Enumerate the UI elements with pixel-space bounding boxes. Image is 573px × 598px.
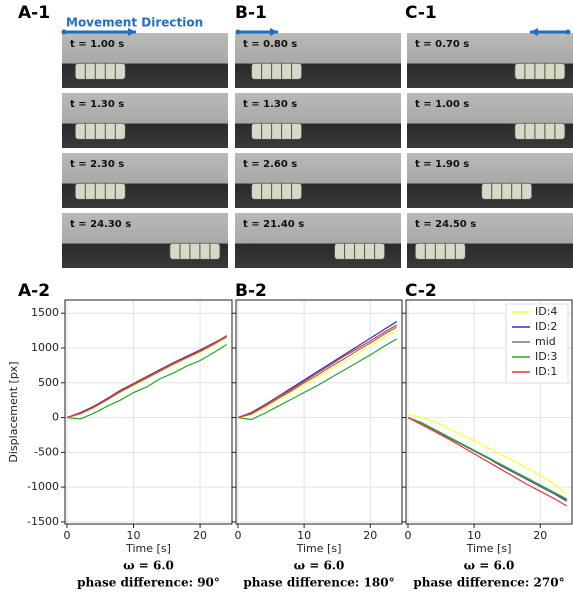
arrow-head — [270, 28, 278, 36]
robot — [514, 122, 566, 140]
y-axis-label: Displacement [px] — [7, 361, 20, 462]
x-tick-label: 0 — [234, 529, 241, 542]
y-tick-label: -1000 — [27, 480, 59, 493]
annotation: ω = 6.0 — [464, 559, 515, 573]
series-line — [66, 344, 227, 420]
x-tick-label: 20 — [363, 529, 377, 542]
robot — [334, 242, 386, 260]
x-tick-label: 20 — [533, 529, 547, 542]
legend-label: ID:3 — [535, 350, 557, 363]
x-tick-label: 0 — [63, 529, 70, 542]
series-line — [407, 413, 568, 495]
robot — [251, 122, 303, 140]
legend-label: ID:2 — [535, 320, 557, 333]
series-line — [407, 417, 567, 500]
robot — [74, 182, 126, 200]
frame-time: t = 0.70 s — [415, 39, 469, 50]
series-line — [237, 329, 398, 419]
frame-time: t = 1.30 s — [70, 99, 124, 110]
frame-time: t = 24.30 s — [70, 219, 131, 230]
robot — [251, 62, 303, 80]
robot — [414, 242, 466, 260]
plot-frame — [405, 299, 573, 525]
series-line — [66, 334, 227, 419]
robot — [74, 62, 126, 80]
robot — [251, 182, 303, 200]
annotation: ω = 6.0 — [123, 559, 174, 573]
panel-label: A-1 — [18, 3, 50, 23]
arrow-text: Movement Direction — [66, 16, 203, 30]
annotation: phase difference: 270° — [413, 576, 564, 590]
arrow-tail — [61, 29, 67, 35]
robot — [481, 182, 533, 200]
panel-label: B-1 — [235, 3, 267, 23]
frame-time: t = 2.60 s — [243, 159, 297, 170]
plot-area — [65, 300, 232, 524]
y-tick-label: -1500 — [27, 515, 59, 528]
y-tick-label: -500 — [34, 445, 59, 458]
frame-time: t = 24.50 s — [415, 219, 476, 230]
arrow-head — [128, 28, 136, 36]
legend-label: ID:4 — [535, 305, 557, 318]
x-axis-label: Time [s] — [296, 542, 342, 555]
robot — [169, 242, 221, 260]
annotation: ω = 6.0 — [294, 559, 345, 573]
arrow-head — [530, 28, 538, 36]
x-tick-label: 20 — [193, 529, 207, 542]
x-tick-label: 10 — [127, 529, 141, 542]
series-line — [237, 338, 398, 421]
annotation: phase difference: 90° — [77, 576, 220, 590]
x-tick-label: 0 — [404, 529, 411, 542]
series-line — [66, 335, 227, 419]
legend-label: ID:1 — [535, 365, 557, 378]
frame-time: t = 0.80 s — [243, 39, 297, 50]
frame-time: t = 1.00 s — [415, 99, 469, 110]
y-tick-label: 1500 — [31, 306, 59, 319]
x-tick-label: 10 — [297, 529, 311, 542]
frame-time: t = 2.30 s — [70, 159, 124, 170]
frame-time: t = 1.00 s — [70, 39, 124, 50]
frame-time: t = 1.30 s — [243, 99, 297, 110]
series-line — [237, 326, 398, 419]
plot-frame — [235, 299, 403, 525]
arrow-tail — [565, 29, 571, 35]
robot — [74, 122, 126, 140]
frame-time: t = 1.90 s — [415, 159, 469, 170]
plot-frame — [64, 299, 233, 525]
panel-label: C-1 — [405, 3, 437, 23]
chart-title: C-2 — [405, 281, 437, 301]
series-line — [237, 324, 398, 419]
robot — [514, 62, 566, 80]
legend-box — [505, 303, 569, 384]
arrow-tail — [235, 29, 241, 35]
x-axis-label: Time [s] — [125, 542, 171, 555]
annotation: phase difference: 180° — [243, 576, 394, 590]
x-axis-label: Time [s] — [466, 542, 512, 555]
chart-title: B-2 — [235, 281, 267, 301]
series-line — [407, 417, 568, 507]
legend-label: mid — [535, 335, 556, 348]
y-tick-label: 500 — [38, 376, 59, 389]
y-tick-label: 0 — [52, 411, 59, 424]
frame-time: t = 21.40 s — [243, 219, 304, 230]
chart-title: A-2 — [18, 281, 50, 301]
x-tick-label: 10 — [467, 529, 481, 542]
y-tick-label: 1000 — [31, 341, 59, 354]
